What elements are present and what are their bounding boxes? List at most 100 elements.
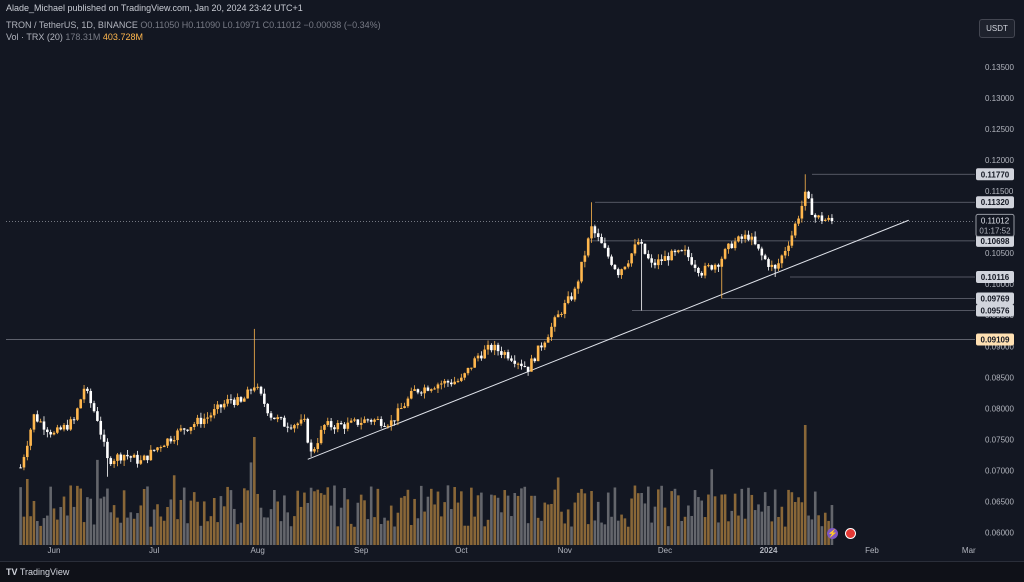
candle-body xyxy=(383,425,386,427)
candle-body xyxy=(239,397,243,402)
candle-body xyxy=(546,337,550,343)
candle-body xyxy=(703,265,707,276)
volume-bar xyxy=(239,522,243,545)
candle-body xyxy=(753,236,757,245)
volume-bar xyxy=(610,516,613,545)
volume-bar xyxy=(339,507,343,545)
volume-ma: 178.31M xyxy=(65,32,101,42)
currency-button[interactable]: USDT xyxy=(979,19,1015,38)
volume-bar xyxy=(269,509,273,545)
candle-body xyxy=(419,392,423,394)
candle-body xyxy=(670,250,673,261)
level-label-bg xyxy=(976,292,1014,305)
candle-body xyxy=(623,266,627,270)
volume-bar xyxy=(169,499,173,545)
volume-bar xyxy=(483,526,487,545)
volume-bar xyxy=(677,495,680,545)
volume-bar xyxy=(182,487,186,545)
candle-body xyxy=(299,419,303,424)
volume-bar xyxy=(590,491,593,545)
volume-bar xyxy=(750,494,754,545)
volume-bar xyxy=(586,524,590,545)
volume-bar xyxy=(720,494,724,545)
candle-body xyxy=(86,388,89,391)
volume-bar xyxy=(643,503,647,545)
candle-body xyxy=(620,269,623,276)
volume-bar xyxy=(142,488,146,545)
volume-bar xyxy=(156,504,159,545)
volume-bar xyxy=(543,502,547,545)
volume-bar xyxy=(466,525,470,545)
volume-bar xyxy=(229,490,233,545)
candle-body xyxy=(800,205,804,219)
candle-body xyxy=(176,430,179,441)
candle-body xyxy=(139,460,143,464)
candle-body xyxy=(129,456,133,458)
candle-body xyxy=(663,256,667,261)
candle-body xyxy=(673,250,677,253)
ohlc-values: O0.11050 H0.11090 L0.10971 C0.11012 −0.0… xyxy=(140,20,381,30)
volume-bar xyxy=(503,490,507,545)
us-flag-icon[interactable] xyxy=(845,528,856,539)
candle-body xyxy=(446,380,450,383)
candle-body xyxy=(343,424,346,429)
volume-bar xyxy=(533,495,537,545)
candle-body xyxy=(510,358,513,361)
volume-bar xyxy=(667,526,670,545)
candle-body xyxy=(393,420,396,422)
candle-body xyxy=(647,253,650,259)
candle-body xyxy=(216,404,219,410)
volume-bar xyxy=(396,512,400,545)
volume-bar xyxy=(119,522,123,545)
candle-body xyxy=(616,269,620,276)
volume-bar xyxy=(286,512,290,545)
candle-body xyxy=(172,440,176,442)
candle-body xyxy=(483,349,487,359)
volume-bar xyxy=(263,517,266,545)
volume-bar xyxy=(473,516,476,545)
volume-bar xyxy=(710,469,714,545)
candle-body xyxy=(356,419,360,425)
volume-bar xyxy=(506,495,510,545)
candle-body xyxy=(49,432,52,435)
x-tick-label: Oct xyxy=(455,546,468,555)
y-tick-label: 0.07500 xyxy=(985,435,1014,444)
candle-body xyxy=(222,403,226,408)
candle-body xyxy=(283,417,286,427)
candle-body xyxy=(413,389,416,391)
volume-bar xyxy=(600,522,603,545)
candle-body xyxy=(319,429,323,444)
candle-body xyxy=(276,417,279,420)
volume-bar xyxy=(296,490,300,545)
volume-bar xyxy=(72,506,76,545)
candle-body xyxy=(606,247,610,257)
level-label-bg xyxy=(976,168,1014,181)
volume-bar xyxy=(356,502,360,545)
volume-bar xyxy=(32,500,36,545)
volume-bar xyxy=(680,520,683,545)
candle-body xyxy=(433,388,436,390)
volume-bar xyxy=(129,512,133,545)
candle-body xyxy=(439,383,443,385)
candle-body xyxy=(313,448,316,452)
volume-bar xyxy=(266,517,269,545)
y-tick-label: 0.08500 xyxy=(985,373,1014,382)
tradingview-logo[interactable]: TV TradingView xyxy=(6,567,69,577)
volume-bar xyxy=(283,495,286,545)
candle-body xyxy=(263,393,266,404)
volume-bar xyxy=(687,505,690,545)
volume-bar xyxy=(429,488,433,545)
candle-body xyxy=(99,420,103,435)
candle-body xyxy=(182,428,186,430)
candle-body xyxy=(486,344,490,350)
candle-body xyxy=(493,344,497,351)
volume-bar xyxy=(730,510,734,545)
lightning-icon[interactable]: ⚡ xyxy=(827,528,838,539)
volume-bar xyxy=(122,490,126,545)
candle-body xyxy=(169,438,173,442)
level-label: 0.11320 xyxy=(981,198,1010,207)
candle-body xyxy=(580,261,583,282)
volume-bar xyxy=(236,524,239,545)
volume-bar xyxy=(179,499,183,545)
